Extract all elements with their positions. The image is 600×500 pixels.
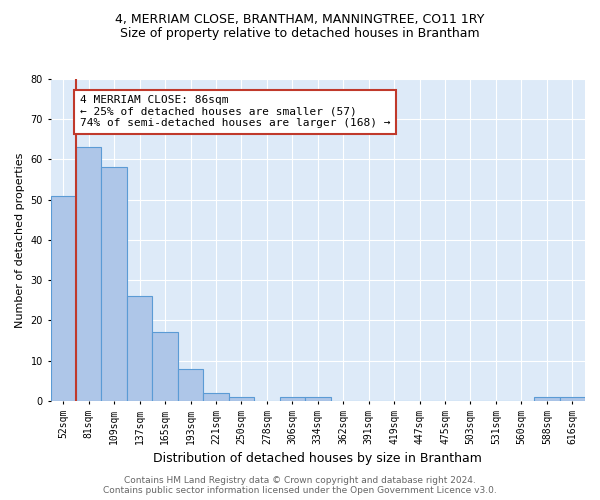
Text: Size of property relative to detached houses in Brantham: Size of property relative to detached ho… [120,28,480,40]
Bar [280,397,305,401]
Bar [101,168,127,401]
Bar [560,397,585,401]
Bar [76,148,101,401]
Bar [229,397,254,401]
Bar [152,332,178,401]
Bar [203,392,229,401]
Text: 4 MERRIAM CLOSE: 86sqm
← 25% of detached houses are smaller (57)
74% of semi-det: 4 MERRIAM CLOSE: 86sqm ← 25% of detached… [80,95,391,128]
Bar [305,397,331,401]
Bar [127,296,152,401]
Text: Contains HM Land Registry data © Crown copyright and database right 2024.
Contai: Contains HM Land Registry data © Crown c… [103,476,497,495]
Bar [534,397,560,401]
X-axis label: Distribution of detached houses by size in Brantham: Distribution of detached houses by size … [154,452,482,465]
Y-axis label: Number of detached properties: Number of detached properties [15,152,25,328]
Text: 4, MERRIAM CLOSE, BRANTHAM, MANNINGTREE, CO11 1RY: 4, MERRIAM CLOSE, BRANTHAM, MANNINGTREE,… [115,12,485,26]
Bar [178,368,203,401]
Bar [50,196,76,401]
